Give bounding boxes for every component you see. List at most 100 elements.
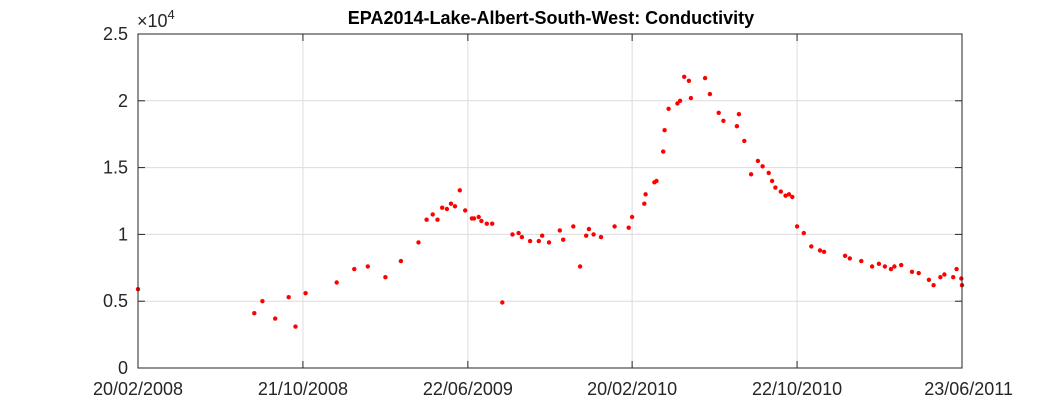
data-point	[899, 262, 904, 268]
data-point	[546, 240, 552, 245]
data-point	[424, 217, 429, 222]
data-point	[561, 237, 566, 242]
data-point	[286, 295, 291, 300]
data-point	[882, 264, 888, 269]
data-point	[702, 75, 708, 81]
data-point	[942, 272, 947, 277]
data-point	[471, 216, 477, 221]
data-point	[303, 291, 308, 296]
data-point	[675, 101, 680, 106]
data-point	[273, 316, 278, 321]
data-point	[842, 253, 848, 258]
data-point	[519, 234, 525, 240]
data-points	[135, 74, 965, 329]
data-point	[591, 232, 596, 237]
data-point	[736, 112, 742, 117]
data-point	[416, 240, 421, 245]
x-tick-label: 21/10/2008	[258, 379, 348, 399]
data-point	[334, 280, 339, 285]
data-point	[516, 230, 521, 236]
data-point	[584, 233, 589, 238]
data-point	[293, 324, 298, 329]
data-point	[352, 266, 357, 272]
data-point	[817, 248, 823, 253]
data-point	[847, 256, 852, 261]
data-point	[654, 178, 659, 184]
y-axis-exponent-power: 4	[168, 7, 175, 22]
y-tick-label: 2	[118, 91, 128, 111]
x-tick-label: 20/02/2008	[93, 379, 183, 399]
data-point	[457, 188, 462, 193]
x-tick-label: 22/10/2010	[752, 379, 842, 399]
y-tick-label: 1.5	[103, 158, 128, 178]
data-point	[909, 269, 915, 274]
data-point	[448, 201, 454, 206]
data-point	[742, 138, 747, 144]
grid-lines	[138, 34, 962, 368]
data-point	[859, 258, 864, 264]
data-point	[452, 204, 458, 209]
data-point	[954, 266, 959, 272]
data-point	[716, 110, 721, 116]
data-point	[686, 78, 692, 84]
data-point	[365, 264, 370, 269]
data-point	[440, 205, 445, 210]
data-point	[721, 118, 726, 124]
data-point	[677, 98, 683, 104]
data-point	[707, 91, 713, 97]
chart-title: EPA2014-Lake-Albert-South-West: Conducti…	[348, 8, 754, 28]
data-point	[444, 206, 450, 212]
data-point	[463, 208, 468, 213]
data-point	[484, 221, 489, 226]
data-point	[794, 224, 800, 229]
data-point	[557, 228, 562, 233]
data-point	[888, 266, 894, 272]
data-point	[571, 224, 576, 229]
data-point	[383, 275, 388, 280]
data-point	[586, 226, 592, 232]
data-point	[612, 224, 617, 229]
y-tick-label: 2.5	[103, 24, 128, 44]
data-point	[821, 249, 827, 254]
y-axis-exponent-label: ×104	[137, 7, 175, 31]
data-point	[479, 218, 484, 224]
data-point	[773, 185, 778, 190]
data-point	[748, 172, 754, 177]
data-point	[755, 158, 761, 164]
y-tick-label: 0.5	[103, 291, 128, 311]
data-point	[490, 221, 495, 226]
data-point	[661, 149, 666, 154]
data-point	[951, 275, 956, 280]
data-point	[435, 217, 440, 222]
data-point	[642, 201, 647, 206]
data-point	[577, 264, 583, 269]
axis-ticks: 20/02/2008 21/10/2008 22/06/2009 20/02/2010…	[93, 24, 1013, 399]
data-point	[760, 164, 765, 169]
data-point	[876, 261, 882, 266]
data-point	[790, 194, 795, 200]
data-point	[786, 192, 792, 197]
data-point	[778, 189, 783, 194]
data-point	[766, 170, 771, 176]
data-point	[682, 74, 687, 80]
data-point	[892, 264, 897, 269]
data-point	[801, 230, 806, 236]
data-point	[540, 233, 545, 238]
data-point	[809, 244, 814, 249]
data-point	[783, 193, 788, 198]
data-point	[398, 258, 404, 264]
data-point	[926, 277, 932, 282]
data-point	[662, 128, 667, 133]
y-tick-label: 0	[118, 358, 128, 378]
data-point	[931, 283, 936, 288]
data-point	[260, 299, 265, 304]
x-tick-label: 22/06/2009	[423, 379, 513, 399]
data-point	[626, 225, 631, 230]
data-point	[252, 311, 257, 316]
data-point	[938, 275, 943, 280]
data-point	[666, 106, 671, 112]
data-point	[527, 238, 533, 244]
data-point	[430, 212, 435, 217]
plot-area-frame	[137, 33, 963, 369]
